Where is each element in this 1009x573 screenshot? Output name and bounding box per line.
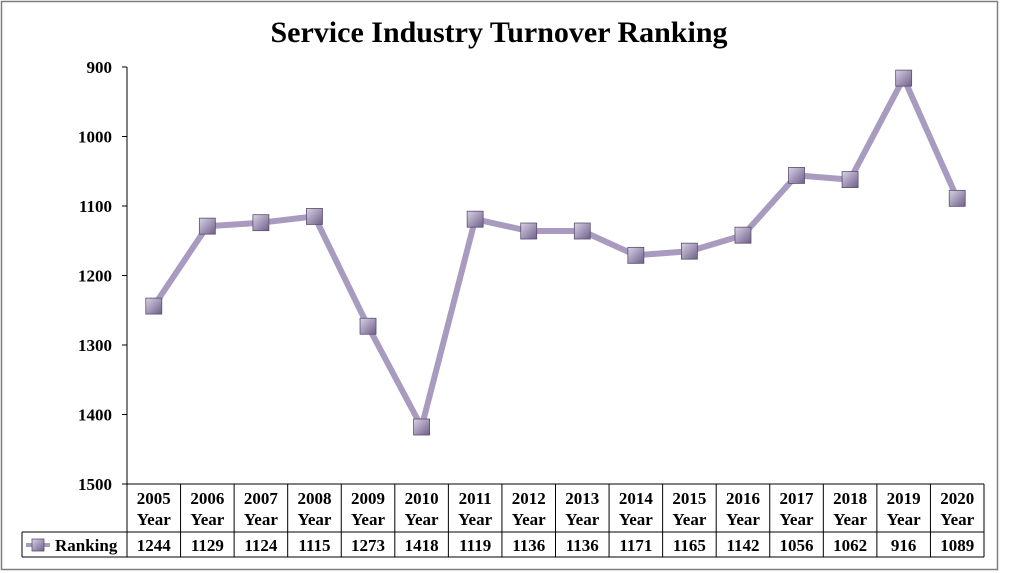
data-point — [627, 246, 645, 264]
x-category-year: 2012 — [512, 489, 546, 508]
data-point — [841, 171, 859, 188]
y-tick-label: 900 — [87, 58, 113, 77]
data-point — [466, 210, 484, 228]
x-category-year: 2014 — [619, 489, 654, 508]
table-value: 1056 — [780, 536, 814, 555]
data-point — [413, 418, 430, 436]
x-category-unit: Year — [190, 510, 224, 529]
data-point — [252, 214, 270, 232]
x-category-year: 2020 — [940, 489, 974, 508]
table-value: 916 — [891, 536, 917, 555]
data-table: 2005 Year 1244 2006 Year 1129 2007 Year 1124 2008… — [21, 483, 985, 558]
x-category-unit: Year — [137, 510, 171, 529]
table-value: 1129 — [191, 536, 224, 555]
table-value: 1115 — [298, 536, 330, 555]
x-category-year: 2018 — [833, 489, 867, 508]
data-point — [573, 222, 591, 240]
y-tick-label: 1400 — [78, 406, 112, 425]
x-category-unit: Year — [833, 510, 867, 529]
table-value: 1418 — [405, 536, 439, 555]
data-point — [520, 222, 538, 240]
data-point — [145, 297, 163, 315]
data-point — [788, 167, 805, 184]
x-category-year: 2009 — [351, 489, 385, 508]
data-point — [306, 208, 323, 225]
legend-series-name: Ranking — [55, 536, 118, 555]
data-point — [359, 317, 377, 335]
y-tick-label: 1100 — [79, 197, 112, 216]
data-point — [198, 217, 216, 235]
table-value: 1244 — [137, 536, 172, 555]
x-category-year: 2010 — [405, 489, 439, 508]
y-tick-label: 1500 — [78, 475, 112, 494]
x-category-unit: Year — [565, 510, 599, 529]
table-value: 1062 — [833, 536, 867, 555]
x-category-unit: Year — [297, 510, 331, 529]
x-category-unit: Year — [405, 510, 439, 529]
legend-marker-key — [31, 538, 45, 552]
x-category-unit: Year — [619, 510, 653, 529]
table-value: 1119 — [459, 536, 491, 555]
x-category-unit: Year — [512, 510, 546, 529]
table-value: 1136 — [512, 536, 545, 555]
x-category-unit: Year — [726, 510, 760, 529]
x-category-unit: Year — [887, 510, 921, 529]
series-ranking — [145, 69, 966, 436]
table-value: 1124 — [244, 536, 278, 555]
x-category-unit: Year — [940, 510, 974, 529]
table-value: 1089 — [940, 536, 974, 555]
table-value: 1273 — [351, 536, 385, 555]
x-category-year: 2015 — [672, 489, 706, 508]
data-point — [895, 69, 913, 87]
x-category-year: 2017 — [780, 489, 815, 508]
table-value: 1142 — [726, 536, 759, 555]
x-category-unit: Year — [780, 510, 814, 529]
x-category-year: 2013 — [565, 489, 599, 508]
chart-title: Service Industry Turnover Ranking — [270, 16, 727, 49]
x-category-unit: Year — [458, 510, 492, 529]
y-tick-label: 1000 — [78, 128, 112, 147]
x-category-year: 2016 — [726, 489, 760, 508]
x-category-unit: Year — [672, 510, 706, 529]
y-axis: 900 1000 1100 1200 1300 1400 1500 — [78, 58, 128, 494]
x-category-year: 2011 — [459, 489, 492, 508]
x-category-year: 2019 — [887, 489, 921, 508]
x-category-year: 2008 — [297, 489, 331, 508]
x-category-year: 2006 — [190, 489, 224, 508]
x-category-unit: Year — [244, 510, 278, 529]
x-category-year: 2007 — [244, 489, 279, 508]
y-tick-label: 1200 — [78, 267, 112, 286]
data-point — [948, 189, 966, 207]
table-value: 1136 — [566, 536, 599, 555]
table-value: 1165 — [673, 536, 706, 555]
y-tick-label: 1300 — [78, 336, 112, 355]
table-value: 1171 — [619, 536, 652, 555]
data-point — [681, 242, 698, 260]
data-point — [734, 226, 752, 244]
x-category-unit: Year — [351, 510, 385, 529]
x-category-year: 2005 — [137, 489, 171, 508]
series-line — [151, 75, 960, 430]
